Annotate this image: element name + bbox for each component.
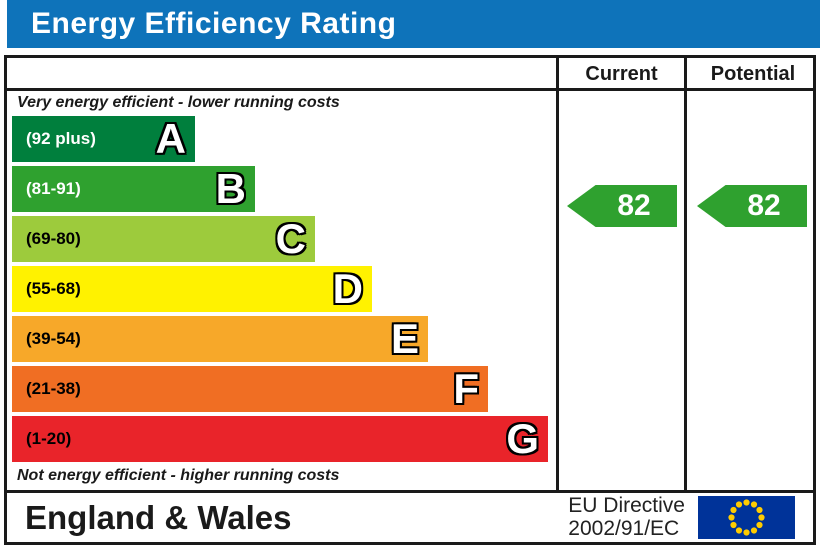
current-rating-arrow: 82 [567,185,677,227]
band-e-range-label: (39-54) [26,329,81,348]
header-separator [7,88,813,91]
rating-table: Current Potential Very energy efficient … [4,55,816,545]
title-bar: Energy Efficiency Rating [7,0,820,48]
band-d-range-label: (55-68) [26,279,81,298]
column-header-potential: Potential [710,62,796,85]
band-c-letter: C [275,215,306,262]
potential-rating-value: 82 [747,189,781,222]
band-d: (55-68) D [12,266,372,312]
band-g: (1-20) G [12,416,548,462]
band-d-letter: D [332,265,363,312]
band-g-letter: G [506,415,539,462]
eu-flag-stars [728,499,765,536]
band-g-range-label: (1-20) [26,429,72,448]
band-e: (39-54) E [12,316,428,362]
band-c-range-label: (69-80) [26,229,81,248]
footer: England & Wales EU Directive 2002/91/EC [7,493,813,542]
inefficient-note: Not energy efficient - higher running co… [17,467,340,484]
band-a-letter: A [155,115,186,162]
band-f: (21-38) F [12,366,488,412]
column-header-current: Current [585,62,658,85]
band-b: (81-91) B [12,166,255,212]
region-label: England & Wales [25,498,292,536]
efficient-note: Very energy efficient - lower running co… [17,94,340,111]
band-e-letter: E [390,315,419,362]
eu-directive-line1: EU Directive [568,494,685,517]
column-divider-potential [684,58,687,493]
eu-directive-label: EU Directive 2002/91/EC [568,494,685,540]
band-f-letter: F [453,365,479,412]
footer-separator [7,490,813,493]
band-a-range-label: (92 plus) [26,129,96,148]
band-b-range-label: (81-91) [26,179,81,198]
current-rating-value: 82 [617,189,651,222]
eu-flag-icon [698,496,795,539]
page-title: Energy Efficiency Rating [31,7,397,40]
column-divider-current [556,58,559,493]
band-b-letter: B [215,165,246,212]
band-f-range-label: (21-38) [26,379,81,398]
potential-rating-arrow: 82 [697,185,807,227]
eu-directive-line2: 2002/91/EC [568,517,680,540]
band-c: (69-80) C [12,216,315,262]
rating-bands: (92 plus) A (81-91) B (69-80) C (55-68) … [12,116,548,462]
band-a: (92 plus) A [12,116,195,162]
